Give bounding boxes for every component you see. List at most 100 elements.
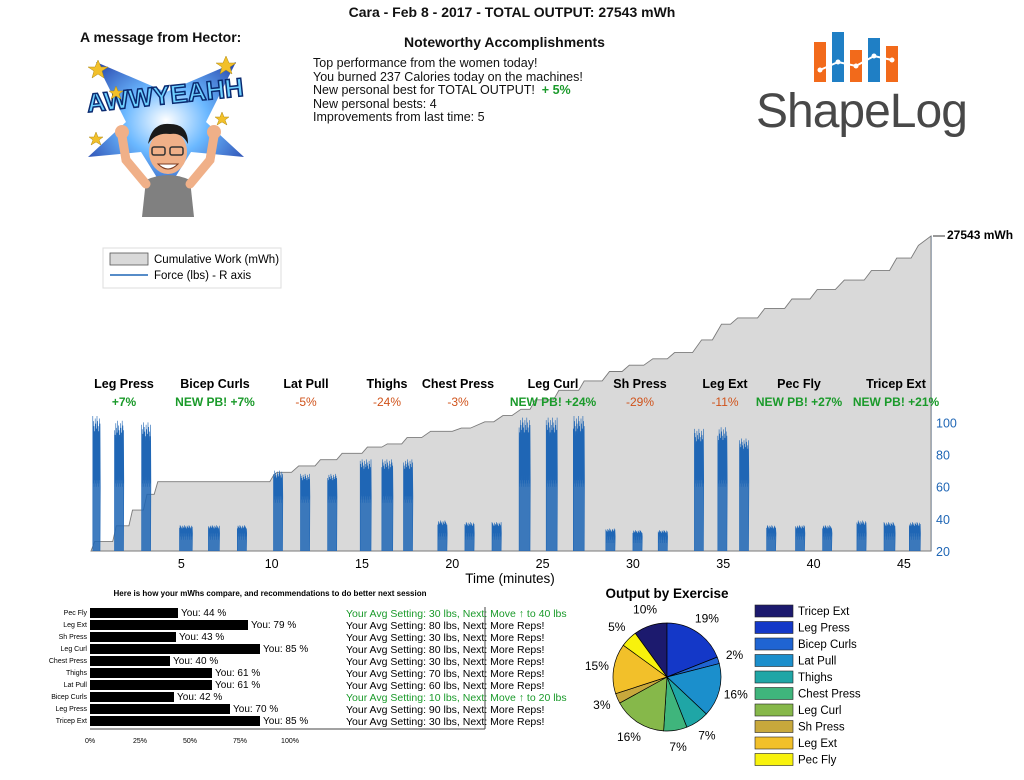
- bar: [90, 632, 176, 642]
- pie-legend-swatch: [754, 720, 794, 733]
- right-tick-label: 40: [936, 513, 950, 527]
- bar-category-label: Leg Curl: [61, 646, 88, 653]
- exercise-name-label: Tricep Ext: [866, 377, 927, 391]
- bar-value-label: You: 42 %: [177, 692, 222, 703]
- bar-value-label: You: 43 %: [179, 632, 224, 643]
- bar-chart-title: Here is how your mWhs compare, and recom…: [114, 589, 427, 598]
- exercise-delta-label: -11%: [711, 395, 738, 409]
- bar: [90, 644, 260, 654]
- final-value-label: 27543 mWh: [947, 228, 1013, 242]
- legend-swatch-cumulative: [109, 252, 149, 266]
- force-set: [822, 525, 833, 552]
- exercise-name-label: Pec Fly: [777, 377, 821, 391]
- pie-legend-swatch: [754, 687, 794, 700]
- recommendation-text: Your Avg Setting: 60 lbs, Next: More Rep…: [346, 680, 544, 692]
- pie-legend-swatch: [754, 703, 794, 717]
- pie-legend-label: Leg Ext: [798, 738, 838, 750]
- pie-legend-swatch: [754, 637, 794, 651]
- recommendation-text: Your Avg Setting: 10 lbs, Next: Move ↑ t…: [346, 692, 567, 704]
- recommendation-text: Your Avg Setting: 30 lbs, Next: More Rep…: [346, 632, 544, 644]
- exercise-delta-label: NEW PB! +7%: [175, 395, 255, 409]
- accomplishment-item: You burned 237 Calories today on the mac…: [313, 69, 583, 84]
- force-set: [856, 520, 867, 552]
- shapelog-logo-icon: [814, 32, 898, 82]
- force-set: [795, 525, 806, 552]
- pie-chart-title: Output by Exercise: [605, 586, 729, 601]
- force-set: [694, 428, 705, 552]
- pie-legend-label: Leg Press: [798, 623, 850, 635]
- bar: [90, 656, 170, 666]
- force-set: [300, 473, 311, 552]
- force-set: [909, 522, 921, 552]
- exercise-delta-label: -29%: [626, 395, 654, 409]
- force-set: [717, 427, 728, 552]
- pie-slice: [612, 644, 668, 695]
- bar-value-label: You: 79 %: [251, 620, 296, 631]
- accomplishment-text: New personal best for TOTAL OUTPUT!: [313, 83, 535, 98]
- recommendation-text: Your Avg Setting: 80 lbs, Next: More Rep…: [346, 620, 544, 632]
- bar-x-tick-label: 100%: [281, 738, 299, 745]
- pie-value-label: 5%: [608, 620, 626, 634]
- bar-value-label: You: 85 %: [263, 716, 308, 727]
- bar-category-label: Thighs: [66, 670, 88, 677]
- bar: [90, 608, 178, 618]
- recommendation-text: Your Avg Setting: 30 lbs, Next: More Rep…: [346, 656, 544, 668]
- pie-legend-label: Thighs: [798, 672, 833, 684]
- legend-label-cumulative: Cumulative Work (mWh): [154, 254, 279, 266]
- exercise-name-label: Leg Ext: [702, 377, 748, 391]
- bar-value-label: You: 70 %: [233, 704, 278, 715]
- x-tick-label: 45: [897, 557, 911, 571]
- pie-value-label: 16%: [724, 688, 748, 702]
- x-tick-label: 5: [178, 557, 185, 571]
- pie-value-label: 16%: [617, 730, 641, 744]
- bar: [90, 692, 174, 702]
- exercise-annotations: Leg Press +7% Bicep Curls NEW PB! +7% Lat Pu…: [94, 377, 939, 409]
- bar-category-label: Pec Fly: [64, 610, 88, 617]
- bar: [90, 668, 212, 678]
- bar: [90, 704, 230, 714]
- output-pie-chart: 10% 19% 2% 16% 7% 7% 16% 3% 15% 5%: [585, 602, 748, 754]
- recommendation-text: Your Avg Setting: 30 lbs, Next: Move ↑ t…: [346, 608, 567, 620]
- x-tick-label: 40: [807, 557, 821, 571]
- x-tick-label: 25: [536, 557, 550, 571]
- bar-value-label: You: 85 %: [263, 644, 308, 655]
- x-tick-label: 30: [626, 557, 640, 571]
- force-set: [92, 415, 101, 552]
- pie-legend-label: Lat Pull: [798, 656, 836, 668]
- recommendation-text: Your Avg Setting: 90 lbs, Next: More Rep…: [346, 704, 544, 716]
- x-tick-label: 20: [445, 557, 459, 571]
- exercise-name-label: Chest Press: [422, 377, 494, 391]
- message-title: A message from Hector:: [80, 29, 242, 45]
- chart-legend: Cumulative Work (mWh) Force (lbs) - R ax…: [102, 247, 282, 289]
- force-set: [739, 438, 750, 552]
- pie-legend-label: Tricep Ext: [798, 606, 850, 618]
- bar-category-label: Chest Press: [49, 658, 88, 665]
- pie-slice: [619, 676, 668, 732]
- x-tick-label: 35: [716, 557, 730, 571]
- bottom-charts: Here is how your mWhs compare, and recom…: [49, 586, 861, 767]
- force-set: [141, 422, 152, 552]
- exercise-delta-label: -3%: [447, 395, 469, 409]
- force-set: [766, 525, 777, 552]
- pie-slice: [666, 663, 722, 715]
- bar-category-label: Leg Press: [55, 706, 87, 713]
- bar-value-label: You: 61 %: [215, 680, 260, 691]
- bar-x-tick-label: 75%: [233, 738, 247, 745]
- pie-legend-label: Bicep Curls: [798, 639, 857, 651]
- bar-x-tick-label: 50%: [183, 738, 197, 745]
- pie-legend-swatch: [754, 670, 794, 684]
- x-axis-label: Time (minutes): [465, 571, 555, 586]
- bar-category-label: Sh Press: [59, 634, 88, 641]
- pie-value-label: 10%: [633, 602, 657, 616]
- bar-category-label: Tricep Ext: [56, 718, 87, 725]
- exercise-delta-label: NEW PB! +24%: [510, 395, 597, 409]
- exercise-delta-label: -24%: [373, 395, 401, 409]
- force-set: [179, 525, 193, 552]
- pie-slice: [666, 622, 718, 678]
- bar-x-tick-label: 25%: [133, 738, 147, 745]
- accomplishment-item: Improvements from last time: 5: [313, 110, 485, 125]
- force-set: [545, 417, 558, 552]
- force-set: [464, 522, 475, 552]
- bar-category-label: Leg Ext: [63, 622, 87, 629]
- pie-legend-label: Chest Press: [798, 689, 861, 701]
